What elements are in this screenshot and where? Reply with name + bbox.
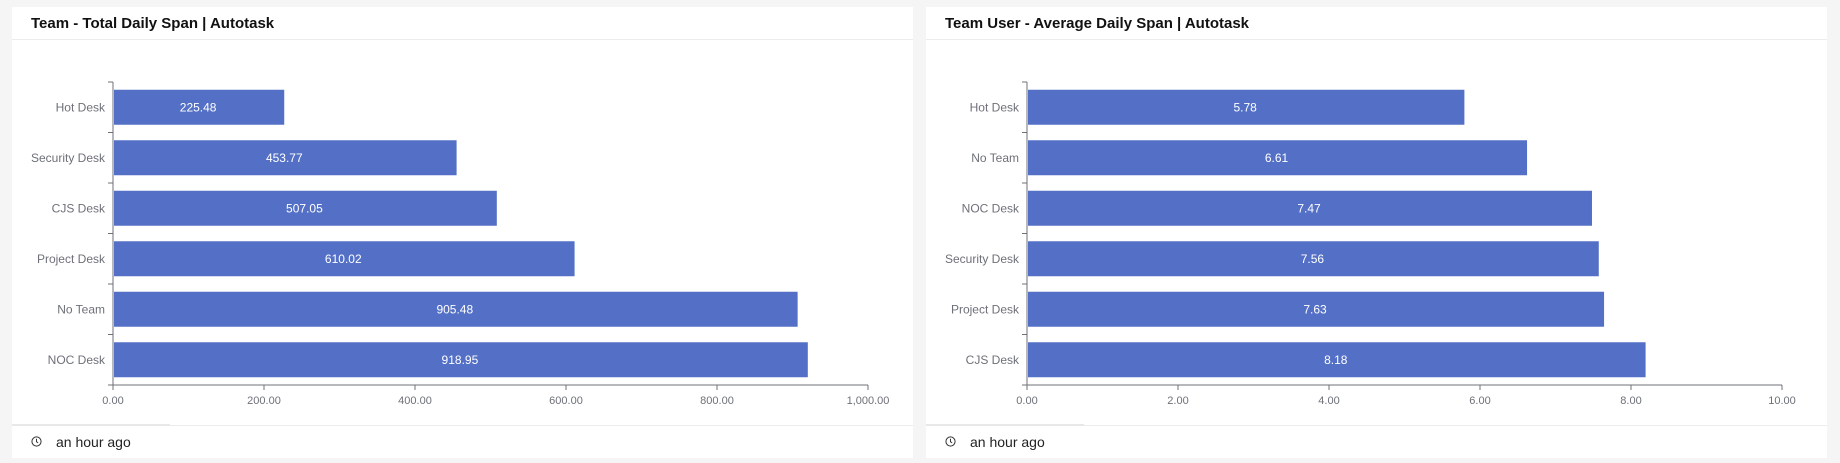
category-label: Project Desk bbox=[951, 302, 1020, 316]
bar-value-label: 225.48 bbox=[180, 100, 217, 114]
bar bbox=[1028, 89, 1465, 125]
bar bbox=[114, 342, 808, 378]
bar bbox=[114, 140, 457, 176]
bar bbox=[114, 291, 798, 327]
panel-title: Team - Total Daily Span | Autotask bbox=[31, 15, 275, 32]
x-tick-label: 10.00 bbox=[1768, 395, 1796, 407]
x-tick-label: 400.00 bbox=[398, 395, 432, 407]
bar-value-label: 5.78 bbox=[1234, 100, 1258, 114]
panel-title: Team User - Average Daily Span | Autotas… bbox=[945, 15, 1250, 32]
average-daily-span-panel: Team User - Average Daily Span | Autotas… bbox=[926, 7, 1827, 458]
bar-value-label: 610.02 bbox=[325, 252, 362, 266]
category-label: Project Desk bbox=[37, 252, 106, 266]
category-label: Hot Desk bbox=[970, 100, 1020, 114]
category-label: No Team bbox=[971, 151, 1019, 165]
bar bbox=[1028, 241, 1599, 277]
x-tick-label: 8.00 bbox=[1620, 395, 1641, 407]
bar-value-label: 7.56 bbox=[1301, 252, 1325, 266]
footer-divider bbox=[12, 424, 170, 426]
clock-icon bbox=[945, 436, 956, 447]
category-label: Security Desk bbox=[31, 151, 106, 165]
bar bbox=[1028, 342, 1646, 378]
category-label: CJS Desk bbox=[966, 353, 1020, 367]
bar-value-label: 6.61 bbox=[1265, 151, 1289, 165]
panel-footer: an hour ago bbox=[926, 424, 1827, 459]
bar-value-label: 918.95 bbox=[442, 353, 479, 367]
category-label: NOC Desk bbox=[48, 353, 106, 367]
bar-value-label: 7.47 bbox=[1297, 201, 1321, 215]
category-label: Hot Desk bbox=[56, 100, 106, 114]
bar-value-label: 507.05 bbox=[286, 201, 323, 215]
panel-footer: an hour ago bbox=[12, 424, 913, 459]
bar bbox=[1028, 291, 1605, 327]
category-label: CJS Desk bbox=[52, 201, 106, 215]
x-tick-label: 4.00 bbox=[1318, 395, 1339, 407]
bar bbox=[114, 190, 497, 226]
category-label: No Team bbox=[57, 302, 105, 316]
bar-value-label: 8.18 bbox=[1324, 353, 1348, 367]
bar-value-label: 905.48 bbox=[436, 302, 473, 316]
last-updated: an hour ago bbox=[56, 434, 131, 450]
x-tick-label: 0.00 bbox=[1016, 395, 1037, 407]
bar bbox=[114, 241, 575, 277]
bar-chart: 0.00 2.00 4.00 6.00 8.00 10.00 Hot Desk 5.78 No … bbox=[945, 81, 1796, 407]
x-tick-label: 800.00 bbox=[700, 395, 734, 407]
bar-value-label: 7.63 bbox=[1303, 302, 1327, 316]
category-label: Security Desk bbox=[945, 252, 1020, 266]
bar bbox=[114, 89, 285, 125]
footer-divider bbox=[926, 424, 1084, 426]
total-daily-span-panel: Team - Total Daily Span | Autotask 0.00 2… bbox=[12, 7, 913, 458]
last-updated: an hour ago bbox=[970, 434, 1045, 450]
category-label: NOC Desk bbox=[962, 201, 1020, 215]
bar-chart: 0.00 200.00 400.00 600.00 800.00 1,000.00 Hot … bbox=[31, 81, 890, 407]
clock-icon bbox=[31, 436, 42, 447]
panel-header: Team User - Average Daily Span | Autotas… bbox=[926, 7, 1827, 40]
bar bbox=[1028, 140, 1528, 176]
bar bbox=[1028, 190, 1592, 226]
x-tick-label: 2.00 bbox=[1167, 395, 1188, 407]
x-tick-label: 1,000.00 bbox=[847, 395, 890, 407]
x-tick-label: 6.00 bbox=[1469, 395, 1490, 407]
x-tick-label: 200.00 bbox=[247, 395, 281, 407]
panel-header: Team - Total Daily Span | Autotask bbox=[12, 7, 913, 40]
bar-value-label: 453.77 bbox=[266, 151, 303, 165]
x-tick-label: 600.00 bbox=[549, 395, 583, 407]
x-tick-label: 0.00 bbox=[102, 395, 123, 407]
